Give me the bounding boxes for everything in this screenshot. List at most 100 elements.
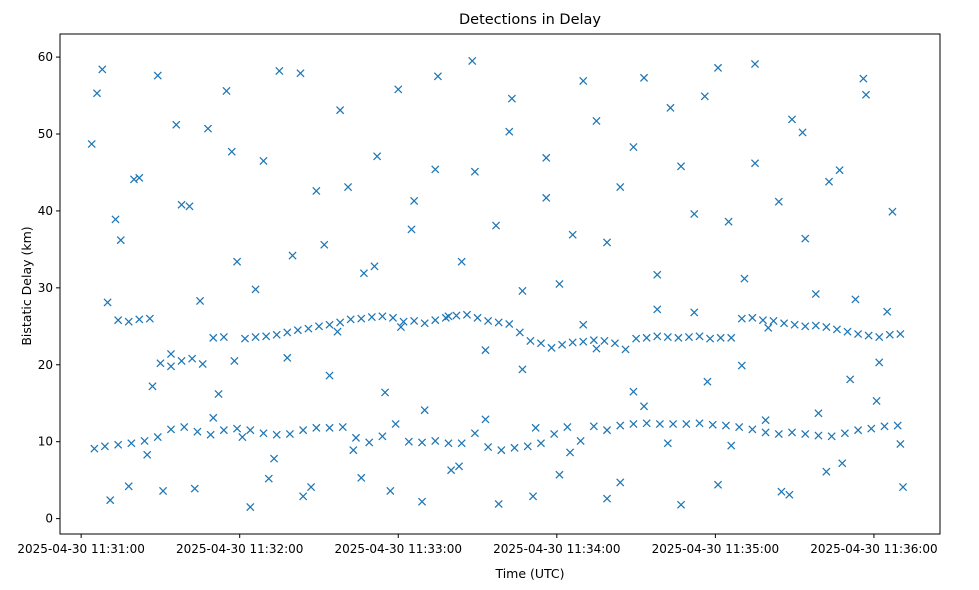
data-point (861, 90, 871, 99)
data-point (621, 345, 630, 354)
data-point (518, 365, 527, 374)
data-point (410, 316, 419, 325)
data-point (90, 444, 99, 453)
data-point (219, 426, 228, 435)
data-point (124, 482, 133, 491)
data-point (777, 487, 786, 496)
data-point (233, 424, 242, 433)
data-point (433, 72, 442, 81)
data-point (832, 325, 841, 334)
data-point (431, 165, 440, 174)
data-point (811, 289, 820, 299)
data-point (748, 425, 757, 434)
data-point (454, 462, 464, 471)
data-point (716, 333, 725, 342)
y-tick-label: 20 (38, 358, 53, 372)
data-point (262, 332, 271, 341)
y-tick-label: 30 (38, 281, 53, 295)
data-point (457, 439, 466, 448)
data-point (748, 313, 757, 322)
data-point (706, 334, 715, 343)
data-point (822, 467, 831, 476)
data-point (275, 66, 284, 75)
data-point (177, 356, 186, 365)
data-point (227, 147, 236, 156)
data-point (708, 420, 717, 429)
data-point (610, 339, 619, 348)
plot-frame (59, 33, 941, 535)
data-point (285, 429, 294, 439)
data-point (481, 346, 490, 355)
data-point (431, 436, 440, 445)
data-point (655, 419, 664, 429)
data-point (885, 330, 894, 339)
data-point (542, 193, 551, 202)
data-point (898, 483, 908, 492)
data-point (420, 406, 429, 415)
data-point (875, 358, 884, 367)
data-point (418, 438, 427, 447)
data-point (153, 433, 162, 442)
data-point (531, 423, 540, 432)
data-point (676, 162, 686, 171)
data-point (690, 209, 699, 219)
data-point (359, 269, 368, 278)
data-point (769, 316, 778, 325)
data-point (880, 422, 889, 431)
data-point (193, 427, 202, 436)
data-point (787, 428, 797, 437)
data-point (338, 423, 347, 432)
data-point (568, 338, 577, 347)
data-point (740, 274, 749, 283)
data-point (143, 450, 152, 459)
data-point (470, 429, 479, 438)
data-point (296, 69, 305, 78)
data-point (336, 106, 345, 115)
data-point (713, 480, 723, 489)
data-point (87, 139, 96, 149)
data-point (579, 76, 588, 85)
data-point (203, 124, 213, 133)
data-point (172, 120, 181, 129)
data-point (653, 270, 662, 279)
y-tick-label: 10 (38, 435, 53, 449)
data-point (824, 177, 834, 186)
data-point (325, 320, 334, 329)
data-point (576, 436, 585, 445)
data-point (682, 419, 691, 429)
data-point (98, 65, 107, 74)
data-point (542, 153, 551, 162)
data-point (676, 500, 686, 509)
data-point (602, 426, 612, 435)
data-point (814, 409, 823, 418)
data-point (724, 217, 733, 226)
data-point (470, 167, 479, 176)
data-point (100, 442, 109, 451)
data-point (312, 186, 321, 195)
data-point (653, 332, 662, 341)
data-point (378, 432, 387, 441)
data-point (166, 349, 176, 359)
data-point (814, 431, 823, 440)
data-point (407, 225, 416, 234)
data-point (727, 441, 736, 450)
data-point (801, 429, 810, 439)
data-point (700, 92, 709, 101)
data-point (666, 103, 675, 112)
data-point (851, 295, 860, 304)
data-point (209, 333, 218, 342)
data-point (663, 439, 672, 448)
data-point (875, 333, 884, 342)
data-point (180, 423, 189, 432)
data-point (388, 313, 398, 322)
data-point (325, 423, 334, 432)
data-point (632, 334, 641, 343)
data-point (785, 490, 794, 499)
data-point (238, 433, 247, 442)
data-point (473, 313, 482, 322)
data-point (272, 430, 281, 439)
data-point (592, 116, 601, 125)
data-point (209, 413, 218, 422)
data-point (188, 354, 197, 363)
data-point (600, 336, 609, 345)
